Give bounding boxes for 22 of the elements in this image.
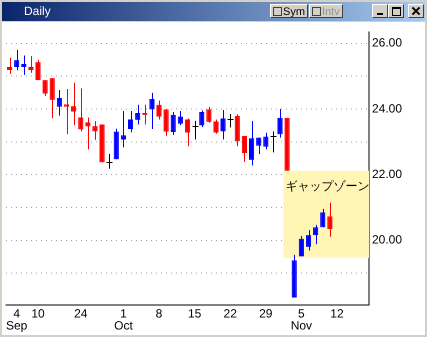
x-tick-label: 1 Oct — [114, 306, 134, 332]
x-tick-label: 10 — [31, 306, 46, 320]
y-tick-label: 22.00 — [372, 166, 402, 181]
text: Intv — [309, 4, 343, 18]
chart-title: Daily — [24, 4, 51, 18]
x-tick-label: 4 Sep — [6, 306, 28, 332]
x-tick-label: 5 Nov — [290, 306, 312, 332]
y-tick-label: 26.00 — [372, 36, 402, 50]
text: Sym — [270, 4, 308, 18]
x-tick-label: 8 — [156, 306, 163, 320]
x-tick-label: 15 — [188, 306, 202, 320]
candlestick — [106, 153, 113, 170]
x-tick-label: 12 — [330, 306, 344, 320]
x-tick-label: 22 — [224, 306, 238, 320]
band-label: ギャップゾーン — [286, 178, 370, 193]
x-tick-label: 24 — [74, 306, 88, 320]
candlestick — [227, 113, 234, 128]
y-tick-label: 20.00 — [372, 232, 402, 247]
candlestick — [270, 130, 277, 153]
candlestick — [192, 120, 199, 140]
x-tick-label: 29 — [259, 306, 273, 320]
y-tick-label: 24.00 — [372, 101, 402, 116]
